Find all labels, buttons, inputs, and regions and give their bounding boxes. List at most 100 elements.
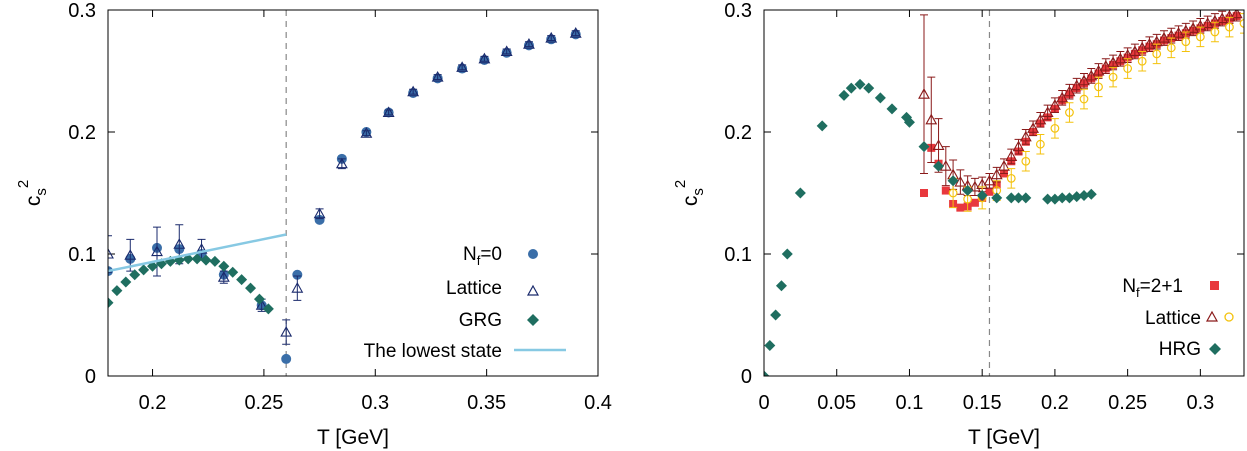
- left-y-tick-label: 0.3: [68, 0, 96, 22]
- right-point-diamond: [781, 248, 793, 260]
- right-point-triangle: [932, 139, 945, 150]
- svg-text:Nf=0: Nf=0: [463, 244, 502, 268]
- left-point-circle: [281, 353, 292, 364]
- right-point-open-circle: [1065, 108, 1074, 117]
- right-x-tick-label: 0.25: [1108, 392, 1147, 414]
- left-legend-header-main: N: [463, 244, 477, 265]
- right-point-open-circle: [1210, 27, 1220, 37]
- right-point-open-circle: [1123, 64, 1133, 73]
- left-legend-marker-triangle: [526, 284, 540, 296]
- right-point-diamond: [794, 187, 806, 199]
- left-point-triangle: [360, 127, 373, 138]
- right-point-diamond: [1056, 192, 1068, 204]
- right-point-diamond: [1085, 188, 1097, 200]
- left-y-tick-label: 0.2: [68, 122, 96, 144]
- left-error-bar: [409, 88, 418, 95]
- left-legend-header: Nf=0: [463, 244, 538, 268]
- left-x-tick-label: 0.35: [467, 392, 506, 414]
- right-y-axis-label: cs2: [672, 180, 707, 206]
- right-point-diamond: [816, 120, 828, 132]
- right-y-tick-label: 0: [741, 366, 752, 388]
- right-point-open-circle: [948, 188, 958, 198]
- left-series: [108, 27, 582, 364]
- right-legend-header-rest: =2+1: [1140, 276, 1183, 297]
- right-point-triangle: [918, 88, 930, 99]
- right-point-diamond: [1005, 192, 1017, 204]
- left-error-bar: [153, 226, 161, 277]
- left-legend-header-sub: f: [477, 253, 481, 268]
- right-y-tick-label: 0.1: [724, 244, 752, 266]
- left-point-diamond: [209, 255, 221, 267]
- left-point-circle: [292, 269, 303, 280]
- left-y-tick-label: 0.1: [68, 244, 96, 266]
- svg-text:cs2: cs2: [15, 180, 50, 206]
- right-point-triangle: [1158, 31, 1170, 43]
- right-point-diamond: [1042, 193, 1054, 205]
- right-point-square: [941, 186, 950, 195]
- right-error-bar: [1152, 43, 1161, 65]
- left-legend-marker-diamond: [527, 314, 539, 326]
- left-y-axis-label: cs2: [15, 180, 50, 206]
- svg-text:cs2: cs2: [672, 180, 707, 206]
- left-legend: Nf=0 Lattice GRG The lowest state: [364, 244, 566, 362]
- right-error-bar: [1138, 50, 1147, 72]
- right-legend-header-sub: f: [1136, 285, 1140, 300]
- left-lowest-state-line: [108, 233, 287, 273]
- right-point-triangle: [998, 160, 1010, 171]
- right-point-triangle: [1019, 130, 1032, 142]
- right-point-diamond: [845, 82, 857, 94]
- right-point-triangle: [1041, 106, 1054, 118]
- left-point-diamond: [111, 285, 123, 297]
- left-point-triangle: [173, 238, 186, 249]
- left-x-tick-label: 0.4: [584, 392, 612, 414]
- left-y-label-sup: 2: [15, 180, 32, 188]
- left-point-triangle: [217, 271, 230, 282]
- left-point-diamond: [245, 282, 257, 294]
- right-legend-header: Nf=2+1: [1122, 276, 1219, 300]
- right-point-diamond: [764, 370, 770, 376]
- right-point-diamond: [886, 103, 898, 115]
- left-point-diamond: [138, 264, 150, 276]
- right-legend: Nf=2+1 Lattice HRG: [1122, 276, 1234, 360]
- right-point-triangle: [983, 174, 996, 186]
- right-error-bar: [1007, 168, 1016, 189]
- left-error-bar: [433, 74, 442, 81]
- right-point-open-circle: [1021, 156, 1031, 166]
- left-x-tick-label: 0.2: [139, 392, 167, 414]
- right-point-triangle: [1012, 140, 1025, 152]
- right-error-bar: [1080, 88, 1088, 110]
- left-point-triangle: [108, 247, 114, 259]
- left-point-diamond: [120, 276, 132, 288]
- left-point-triangle: [151, 245, 163, 257]
- right-point-triangle: [968, 180, 981, 192]
- left-point-diamond: [191, 253, 203, 265]
- right-point-triangle: [1230, 10, 1243, 19]
- left-point-triangle: [478, 52, 491, 64]
- right-x-tick-label: 0.1: [896, 392, 924, 414]
- right-point-open-circle: [1079, 94, 1089, 104]
- right-point-triangle: [990, 168, 1003, 180]
- left-x-axis-label: T [GeV]: [317, 426, 389, 449]
- right-legend-header-main: N: [1122, 276, 1136, 297]
- right-error-bar: [941, 146, 950, 187]
- right-legend-marker-open-circle: [1224, 312, 1234, 322]
- left-point-diamond: [129, 269, 141, 281]
- right-point-open-circle: [1006, 173, 1016, 183]
- right-point-diamond: [947, 175, 959, 187]
- right-point-triangle: [1143, 38, 1156, 49]
- left-error-bar: [547, 35, 556, 41]
- right-point-diamond: [1078, 189, 1090, 201]
- right-legend-marker-triangle: [1205, 310, 1219, 322]
- right-point-open-circle: [1225, 22, 1234, 32]
- left-error-bar: [480, 55, 489, 62]
- left-error-bar: [571, 30, 580, 37]
- right-x-tick-label: 0.05: [817, 392, 856, 414]
- left-point-triangle: [569, 27, 582, 38]
- right-error-bar: [1167, 37, 1176, 59]
- right-point-diamond: [976, 189, 988, 201]
- right-error-bar: [1021, 151, 1030, 172]
- right-point-open-circle: [1181, 37, 1191, 47]
- right-point-open-circle: [1108, 72, 1118, 82]
- right-legend-marker-diamond: [1209, 343, 1221, 355]
- left-y-label-sub: s: [33, 188, 50, 196]
